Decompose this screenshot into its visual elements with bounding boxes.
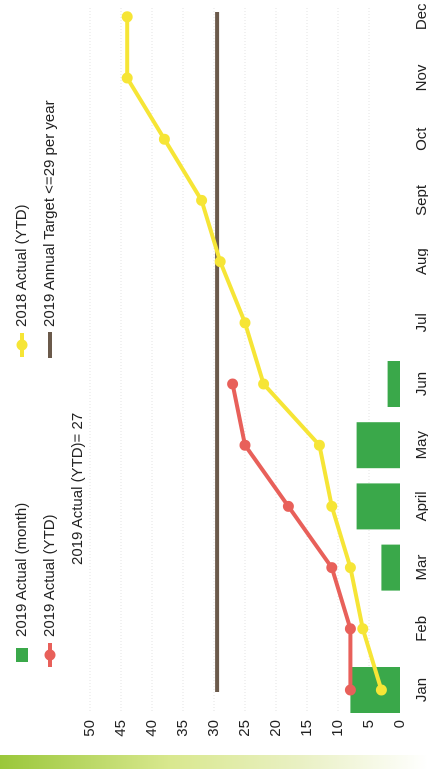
series-point — [121, 72, 133, 84]
series-point — [158, 133, 170, 145]
month-tick-label: May — [413, 431, 428, 460]
series-point — [227, 378, 239, 390]
month-tick-label: Jun — [413, 372, 428, 396]
series-point — [313, 439, 325, 451]
month-tick-label: Feb — [413, 616, 428, 642]
series-line — [230, 383, 353, 690]
series-point — [214, 256, 226, 268]
ytd-annotation: 2019 Actual (YTD)= 27 — [69, 413, 86, 565]
month-tick-label: Oct — [413, 127, 428, 151]
series-point — [344, 684, 356, 696]
legend-swatch-point — [16, 339, 28, 351]
value-axis-ticks: 0 5 10 15 20 25 30 35 40 45 50 — [81, 720, 408, 737]
month-tick-label: Dec — [413, 3, 428, 30]
month-axis-ticks: Jan Feb Mar April May Jun Jul Aug Sept Oct Nov Dec — [413, 3, 428, 702]
series-point — [258, 378, 270, 390]
month-tick-label: Jul — [413, 313, 428, 332]
series-point — [326, 500, 338, 512]
series-point — [121, 11, 133, 23]
month-bar — [356, 422, 400, 469]
value-tick-label: 25 — [236, 720, 253, 737]
month-bar — [387, 361, 400, 407]
series-point — [282, 500, 294, 512]
legend-label: 2019 Actual (month) — [13, 503, 30, 637]
month-tick-label: Jan — [413, 678, 428, 702]
legend-swatch-bar — [16, 648, 28, 662]
month-tick-label: Mar — [413, 555, 428, 581]
legend-label: 2019 Annual Target <=29 per year — [41, 100, 58, 327]
month-bar — [381, 544, 400, 591]
value-tick-label: 15 — [298, 720, 315, 737]
monthly-bars — [350, 361, 400, 713]
legend: 2019 Actual (month) 2019 Actual (YTD) 2018… — [13, 100, 86, 667]
value-tick-label: 10 — [329, 720, 346, 737]
value-tick-label: 5 — [360, 720, 377, 728]
value-tick-label: 30 — [205, 720, 222, 737]
series-point — [344, 562, 356, 574]
ytd-lines — [121, 11, 387, 696]
series-point — [239, 317, 251, 329]
series-point — [239, 439, 251, 451]
grid-lines — [89, 8, 370, 712]
value-tick-label: 50 — [81, 720, 98, 737]
month-tick-label: Aug — [413, 248, 428, 275]
series-point — [326, 562, 338, 574]
series-point — [375, 684, 387, 696]
series-point — [357, 623, 369, 635]
series-line — [125, 16, 384, 691]
bottom-decorative-strip — [0, 755, 428, 769]
legend-label: 2019 Actual (YTD) — [41, 514, 58, 637]
month-tick-label: April — [413, 491, 428, 521]
month-tick-label: Nov — [413, 64, 428, 91]
month-tick-label: Sept — [413, 184, 428, 216]
value-tick-label: 35 — [174, 720, 191, 737]
legend-swatch-point — [44, 649, 56, 661]
value-tick-label: 0 — [391, 720, 408, 728]
month-bar — [356, 483, 400, 530]
series-point — [344, 623, 356, 635]
value-tick-label: 40 — [143, 720, 160, 737]
value-tick-label: 20 — [267, 720, 284, 737]
series-point — [196, 194, 208, 206]
legend-label: 2018 Actual (YTD) — [13, 204, 30, 327]
value-tick-label: 45 — [112, 720, 129, 737]
